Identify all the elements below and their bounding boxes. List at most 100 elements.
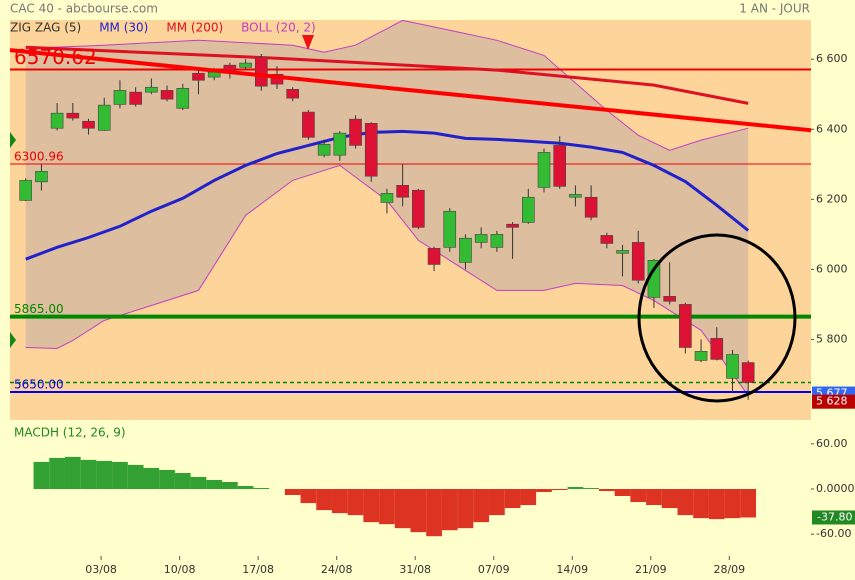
y-tick-label: 6 000	[816, 262, 848, 275]
bar	[222, 482, 238, 490]
bar	[127, 464, 144, 490]
bar	[33, 461, 50, 490]
bar	[347, 489, 364, 516]
candle-body	[176, 88, 190, 109]
x-tick-label: 03/08	[85, 563, 117, 576]
bollinger-fill	[25, 20, 749, 396]
bar	[614, 489, 631, 497]
level-label: 5865.00	[14, 302, 64, 316]
candle-body	[553, 145, 567, 187]
candle-body	[694, 351, 708, 361]
candle-body	[82, 120, 95, 129]
bar	[64, 456, 81, 490]
candle-body	[286, 89, 300, 99]
bar	[441, 489, 458, 531]
y-tick-label: -60.00	[816, 527, 851, 540]
candle-body	[474, 234, 488, 243]
bar	[567, 486, 584, 490]
bar	[253, 488, 270, 490]
candle-body	[19, 180, 33, 201]
bar	[363, 489, 380, 523]
level-label: 5650.00	[14, 377, 64, 391]
bar	[394, 489, 411, 529]
bar	[504, 489, 521, 509]
legend-entry: MM (200)	[166, 21, 223, 35]
bar	[693, 489, 709, 519]
candle-body	[50, 112, 64, 129]
candle-body	[35, 171, 48, 183]
candle-body	[710, 338, 724, 360]
candle-body	[192, 72, 205, 81]
bar	[708, 489, 725, 520]
candle-body	[443, 210, 457, 248]
candle-body	[239, 62, 252, 68]
y-tick-label: 5 800	[816, 332, 848, 345]
bar	[174, 472, 191, 490]
x-tick-label: 17/08	[242, 563, 274, 576]
y-tick-label: 6 400	[816, 122, 848, 135]
bar	[598, 489, 615, 492]
bar	[206, 479, 223, 490]
candle-body	[506, 223, 519, 228]
bar	[520, 489, 537, 506]
bar	[410, 489, 427, 533]
candle-body	[459, 237, 472, 263]
y-tick-label: 0.0000	[816, 482, 855, 495]
candle-body	[254, 56, 268, 87]
candle-body	[129, 91, 142, 105]
chart-title: CAC 40 - abcbourse.com	[10, 2, 158, 16]
level-label: 6300.96	[14, 149, 64, 163]
candle-body	[490, 234, 504, 248]
candle-body	[160, 90, 174, 100]
legend-entry: ZIG ZAG (5)	[10, 21, 81, 35]
candle-body	[569, 194, 582, 198]
bar	[551, 489, 568, 490]
y-tick-label: 6 600	[816, 52, 848, 65]
candle-body	[726, 354, 739, 379]
zigzag-arrow	[10, 132, 16, 148]
bar	[190, 476, 207, 490]
bar	[112, 461, 128, 490]
bar	[677, 489, 694, 516]
candle-body	[333, 132, 347, 156]
bar	[284, 489, 301, 496]
candle-body	[302, 111, 315, 138]
x-tick-label: 31/08	[399, 563, 431, 576]
trend-line	[9, 48, 812, 133]
layer: ZIG ZAG (5) MM (30) MM (200) BOLL (20, 2) 5 …	[9, 21, 855, 576]
bar	[740, 489, 757, 518]
x-tick-label: 21/09	[635, 563, 667, 576]
layer	[10, 19, 814, 396]
candle-body	[427, 248, 441, 265]
bar	[646, 489, 662, 506]
candle-body	[145, 86, 158, 93]
bar	[159, 469, 175, 490]
y-tick-label: 6 200	[816, 192, 848, 205]
x-tick-label: 14/09	[556, 563, 588, 576]
value-label-box	[812, 510, 855, 525]
bar	[457, 489, 474, 529]
bar	[300, 489, 317, 504]
x-tick-label: 28/09	[713, 563, 745, 576]
value-label: -37.80	[817, 510, 852, 523]
bollinger-band	[25, 19, 749, 151]
bar	[96, 460, 113, 490]
bar	[661, 489, 678, 509]
candle-body	[521, 196, 535, 223]
annotation-circle	[637, 233, 797, 403]
candle-body	[537, 152, 551, 188]
candle-body	[317, 144, 331, 156]
legend-entry: BOLL (20, 2)	[241, 21, 316, 35]
candle-body	[364, 123, 378, 177]
candle-body	[66, 112, 80, 119]
candle-body	[113, 90, 127, 105]
candle-body	[663, 296, 676, 302]
bar	[536, 489, 552, 493]
candle-body	[97, 104, 111, 131]
candle-body	[616, 250, 629, 254]
bar	[80, 459, 97, 490]
bar	[426, 489, 442, 537]
bar	[331, 489, 348, 514]
candle-body	[412, 189, 425, 228]
x-tick-label: 24/08	[321, 563, 353, 576]
